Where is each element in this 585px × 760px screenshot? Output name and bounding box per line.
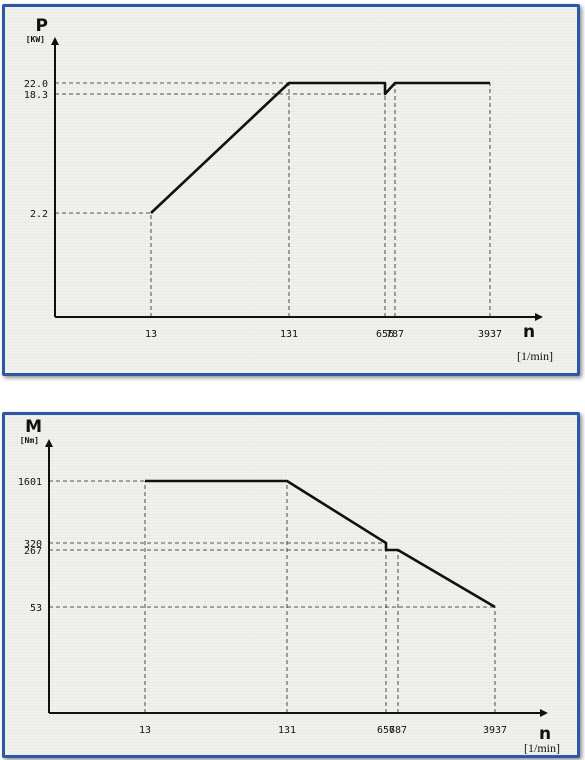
x-tick-label-656: 656 bbox=[377, 725, 395, 736]
x-tick-label-13: 13 bbox=[145, 329, 157, 340]
x-axis-arrow bbox=[540, 709, 548, 717]
y-tick-label-320: 320 bbox=[24, 539, 42, 550]
y-tick-label-18.3: 18.3 bbox=[24, 90, 48, 101]
y-axis-unit: [KW] bbox=[26, 35, 45, 44]
x-tick-label-787: 787 bbox=[389, 725, 407, 736]
x-tick-label-3937: 3937 bbox=[483, 725, 507, 736]
y-axis-arrow bbox=[45, 439, 53, 447]
y-axis-label: M bbox=[25, 417, 42, 437]
x-axis-unit: [1/min] bbox=[517, 349, 553, 363]
y-tick-label-1601: 1601 bbox=[18, 477, 42, 488]
y-axis-arrow bbox=[51, 37, 59, 45]
curve-line bbox=[150, 81, 490, 214]
y-axis-label: P bbox=[36, 16, 48, 36]
y-axis-unit: [Nm] bbox=[20, 436, 39, 445]
x-axis-arrow bbox=[535, 313, 543, 321]
curve-line bbox=[145, 479, 496, 609]
y-tick-label-2.2: 2.2 bbox=[30, 209, 48, 220]
x-axis-label: n bbox=[523, 322, 535, 342]
x-tick-label-131: 131 bbox=[280, 329, 298, 340]
power-chart-panel: 13 131 656 787 3937 2.2 18.3 22.0 P [KW] n [1/min] bbox=[2, 4, 580, 376]
x-tick-label-13: 13 bbox=[139, 725, 151, 736]
y-tick-label-267: 267 bbox=[24, 546, 42, 557]
y-tick-label-22.0: 22.0 bbox=[24, 79, 48, 90]
y-tick-label-53: 53 bbox=[30, 603, 42, 614]
x-tick-label-656: 656 bbox=[376, 329, 394, 340]
x-tick-label-3937: 3937 bbox=[478, 329, 502, 340]
x-tick-label-131: 131 bbox=[278, 725, 296, 736]
x-axis-label: n bbox=[539, 724, 551, 744]
x-tick-label-787: 787 bbox=[386, 329, 404, 340]
x-axis-unit: [1/min] bbox=[524, 741, 560, 755]
torque-chart-panel: 13 131 656 787 3937 53 267 320 1601 M [Nm] n [1/min] bbox=[2, 412, 580, 758]
